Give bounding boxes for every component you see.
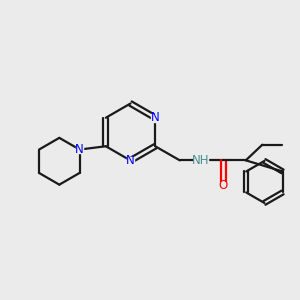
- Text: N: N: [75, 143, 84, 156]
- Bar: [152, 114, 159, 122]
- Text: O: O: [219, 179, 228, 192]
- Text: NH: NH: [192, 154, 209, 167]
- Text: N: N: [126, 154, 135, 167]
- Bar: [76, 146, 83, 153]
- Bar: [194, 156, 208, 165]
- Bar: [219, 182, 227, 190]
- Text: N: N: [151, 111, 160, 124]
- Bar: [127, 157, 134, 164]
